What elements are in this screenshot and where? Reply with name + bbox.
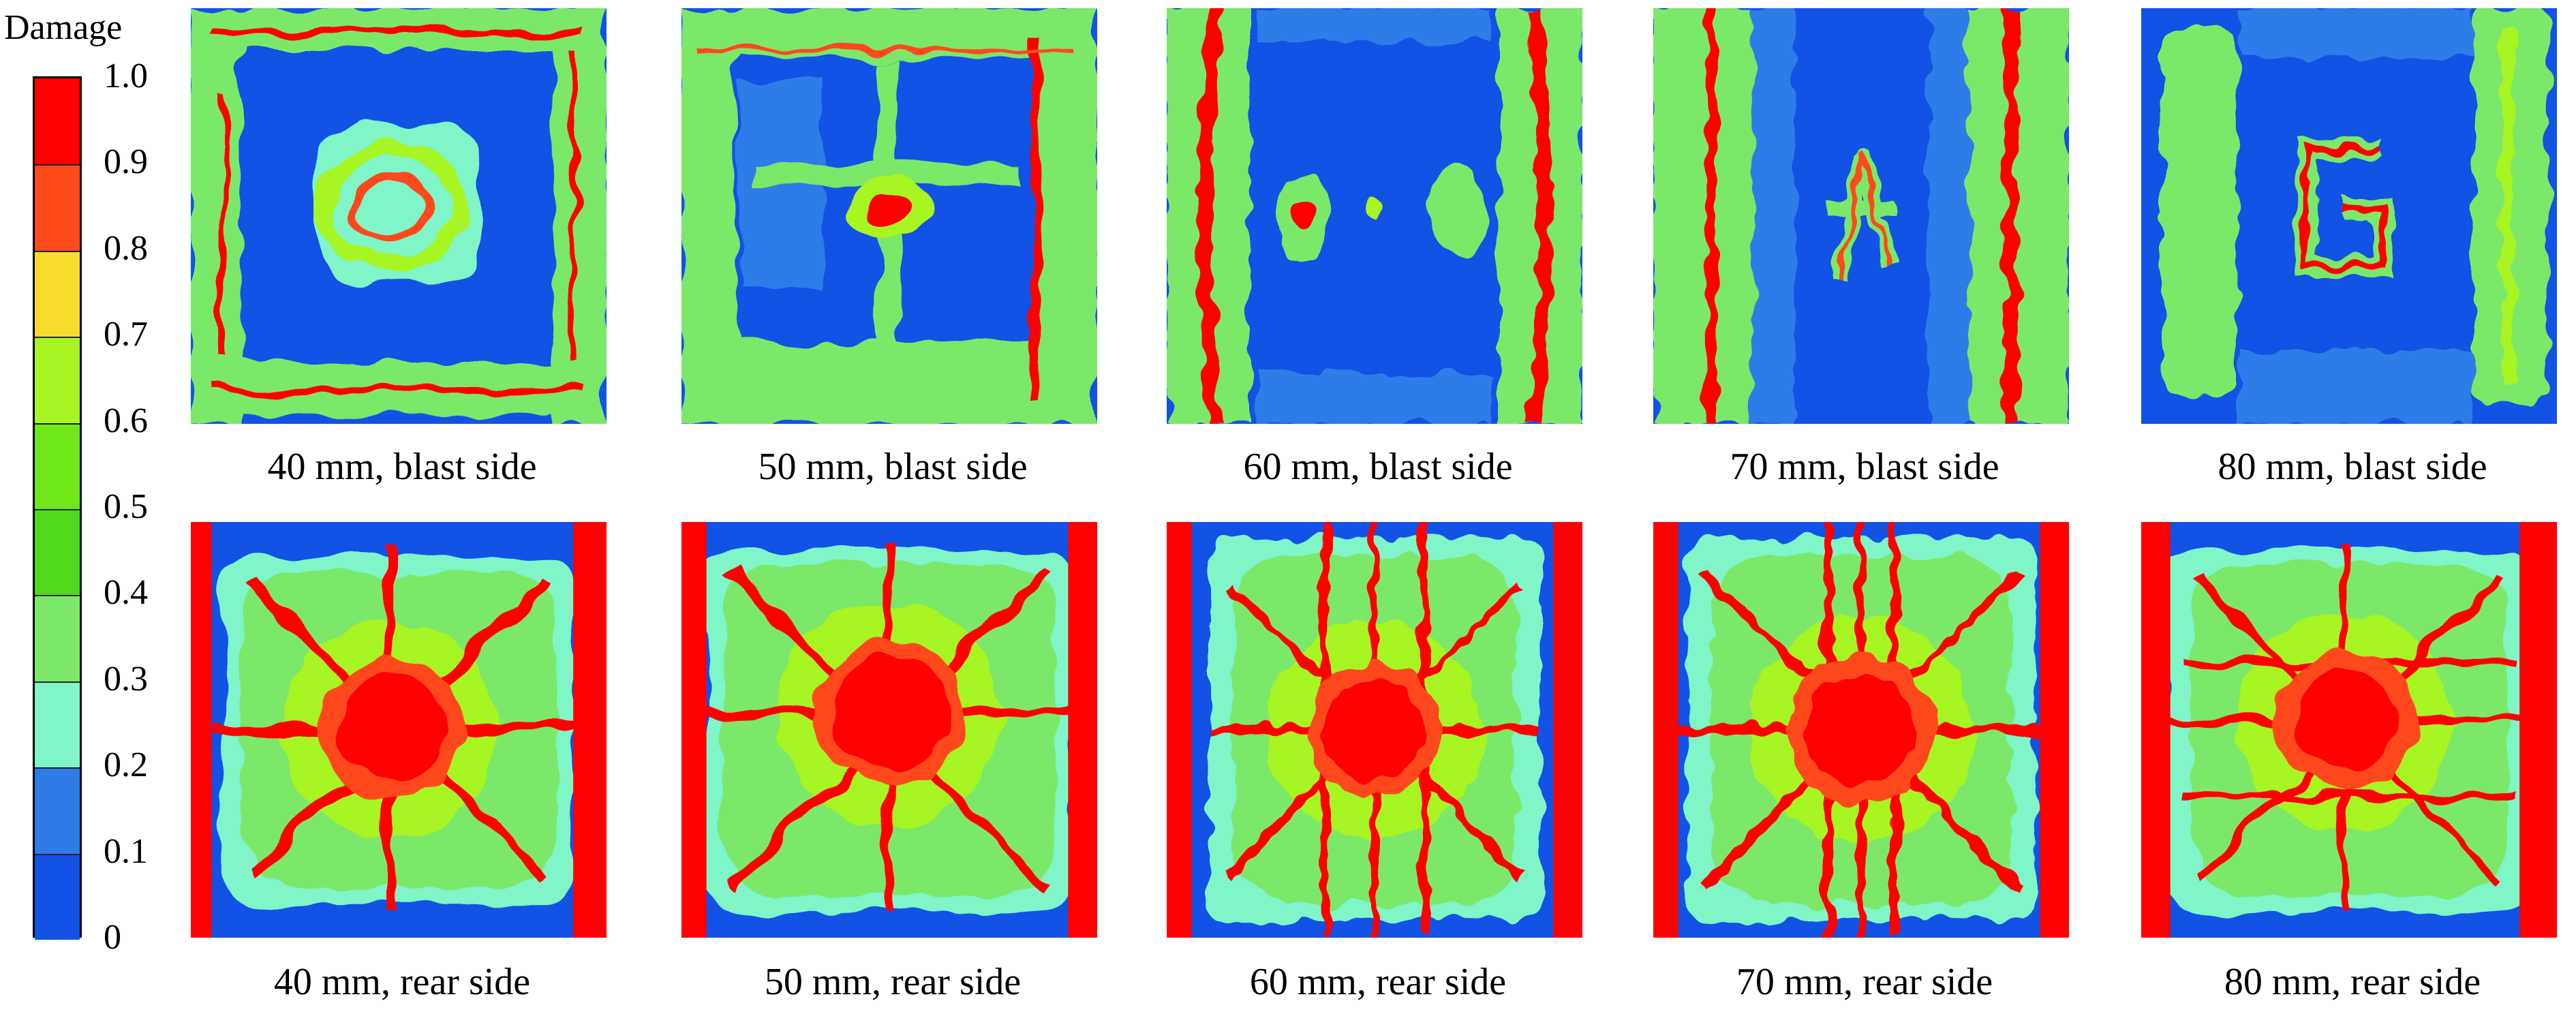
caption-60mm-blast: 60 mm, blast side bbox=[1243, 446, 1513, 488]
colorbar-segment bbox=[35, 164, 80, 251]
damage-map-40mm-blast bbox=[191, 8, 607, 424]
damage-map-40mm-rear bbox=[191, 522, 607, 938]
caption-80mm-blast: 80 mm, blast side bbox=[2218, 446, 2487, 488]
colorbar-tick-label: 0.5 bbox=[104, 487, 148, 526]
colorbar-tick-label: 0.4 bbox=[104, 573, 148, 613]
damage-colorbar bbox=[33, 76, 82, 940]
damage-map-80mm-blast bbox=[2141, 8, 2557, 424]
colorbar-segment bbox=[35, 767, 80, 854]
caption-60mm-rear: 60 mm, rear side bbox=[1249, 961, 1507, 1003]
damage-map-50mm-rear bbox=[681, 522, 1097, 938]
damage-map-60mm-rear bbox=[1167, 522, 1582, 938]
colorbar-segment bbox=[35, 337, 80, 423]
colorbar-tick-label: 0.9 bbox=[104, 142, 148, 182]
caption-50mm-blast: 50 mm, blast side bbox=[758, 446, 1028, 488]
damage-map-70mm-blast bbox=[1653, 8, 2069, 424]
caption-40mm-rear: 40 mm, rear side bbox=[273, 961, 531, 1003]
caption-40mm-blast: 40 mm, blast side bbox=[267, 446, 537, 488]
damage-map-60mm-blast bbox=[1167, 8, 1582, 424]
damage-map-70mm-rear bbox=[1653, 522, 2069, 938]
colorbar-tick-label: 0.2 bbox=[104, 746, 148, 785]
colorbar-segment bbox=[35, 422, 80, 509]
damage-map-50mm-blast bbox=[681, 8, 1097, 424]
colorbar-tick-label: 0.7 bbox=[104, 315, 148, 354]
colorbar-segment bbox=[35, 595, 80, 681]
colorbar-tick-label: 0 bbox=[104, 918, 121, 957]
colorbar-segment bbox=[35, 509, 80, 596]
colorbar-tick-label: 0.8 bbox=[104, 228, 148, 268]
colorbar-tick-label: 1.0 bbox=[104, 57, 148, 95]
legend-title: Damage bbox=[4, 8, 123, 47]
colorbar-segment bbox=[35, 681, 80, 768]
caption-70mm-rear: 70 mm, rear side bbox=[1736, 961, 1993, 1003]
caption-50mm-rear: 50 mm, rear side bbox=[764, 961, 1022, 1003]
colorbar-segment bbox=[35, 78, 80, 165]
colorbar-tick-label: 0.3 bbox=[104, 659, 148, 698]
colorbar-tick-label: 0.6 bbox=[104, 401, 148, 440]
damage-map-80mm-rear bbox=[2141, 522, 2557, 938]
colorbar-segment bbox=[35, 853, 80, 940]
caption-80mm-rear: 80 mm, rear side bbox=[2224, 961, 2481, 1003]
colorbar-segment bbox=[35, 250, 80, 337]
caption-70mm-blast: 70 mm, blast side bbox=[1730, 446, 1999, 488]
colorbar-tick-label: 0.1 bbox=[104, 831, 148, 871]
